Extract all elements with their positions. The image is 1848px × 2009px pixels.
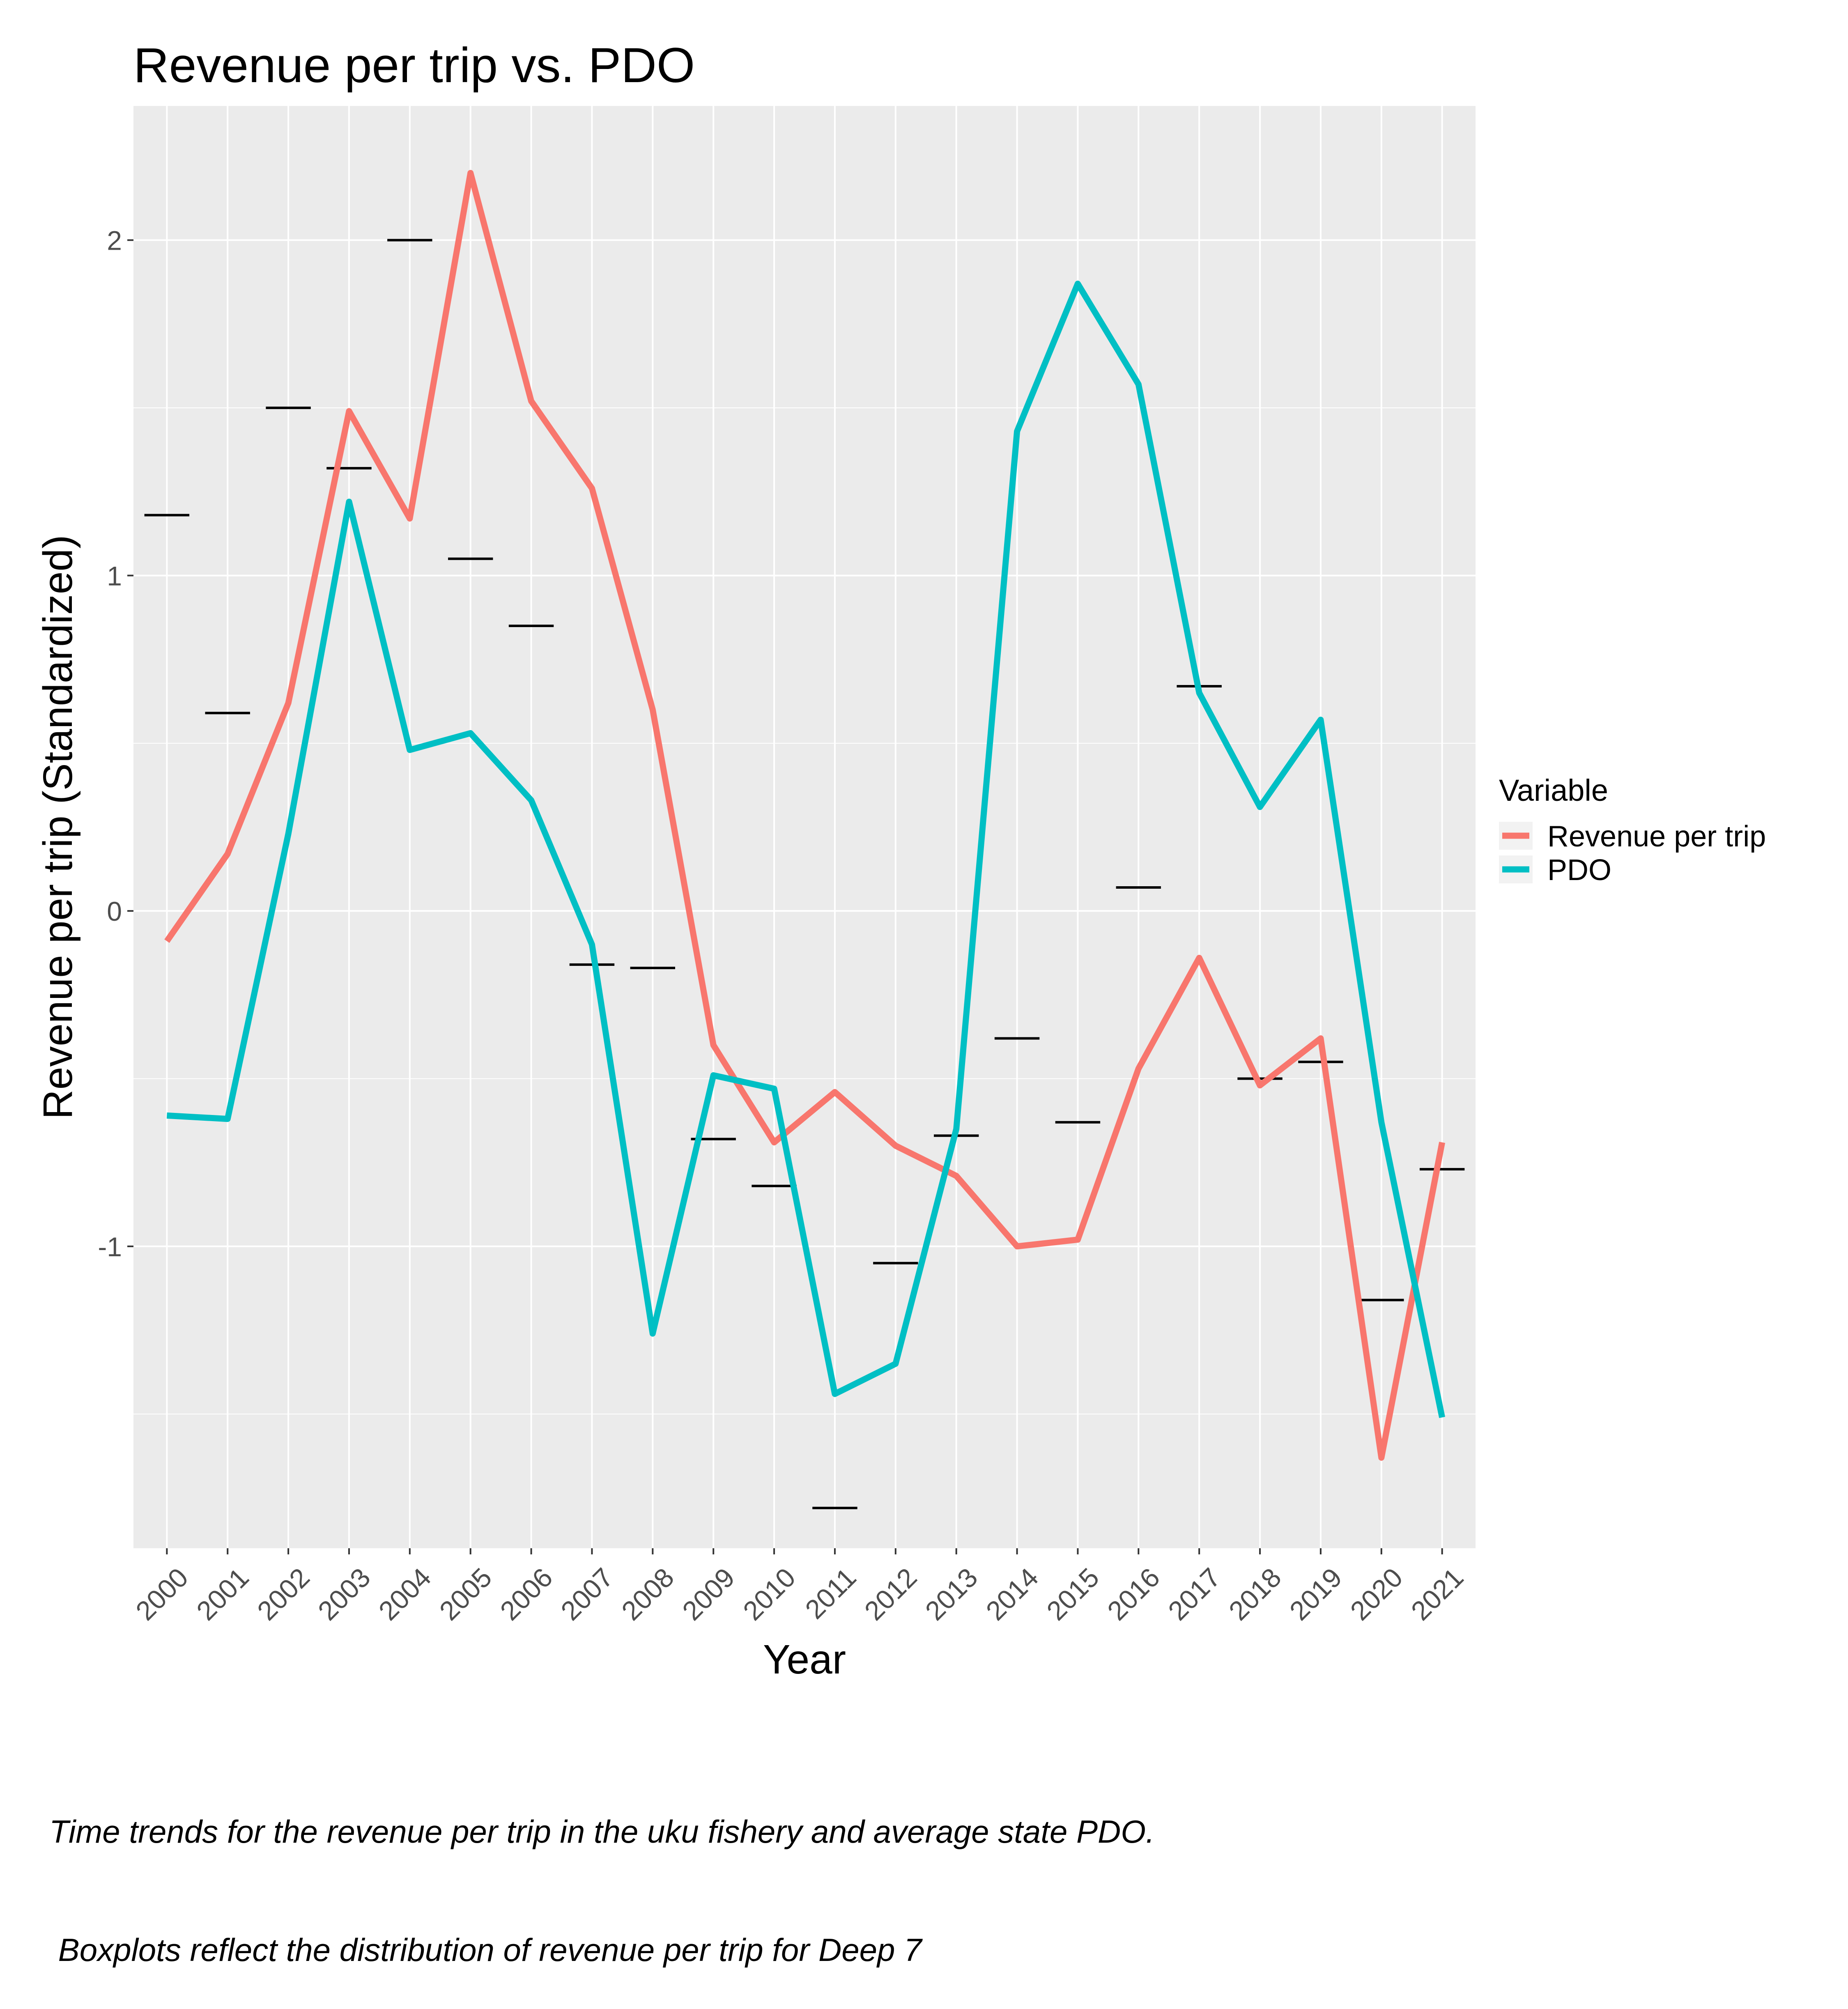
caption-line-2: Boxplots reflect the distribution of rev… xyxy=(49,1932,922,1968)
legend-label: PDO xyxy=(1547,854,1611,887)
chart-title: Revenue per trip vs. PDO xyxy=(133,38,695,93)
x-tick-label: 2012 xyxy=(858,1562,922,1626)
x-axis: 2000200120022003200420052006200720082009… xyxy=(130,1548,1469,1626)
x-tick-label: 2019 xyxy=(1284,1562,1348,1626)
y-tick-label: 2 xyxy=(107,225,122,256)
x-tick-label: 2016 xyxy=(1101,1562,1165,1626)
legend-title: Variable xyxy=(1499,773,1608,807)
x-tick-label: 2003 xyxy=(312,1562,376,1626)
x-tick-label: 2015 xyxy=(1041,1562,1105,1626)
x-tick-label: 2004 xyxy=(372,1562,437,1626)
y-axis-label: Revenue per trip (Standardized) xyxy=(35,535,81,1119)
caption-line-1: Time trends for the revenue per trip in … xyxy=(49,1814,1155,1850)
x-tick-label: 2009 xyxy=(676,1562,740,1626)
x-tick-label: 2011 xyxy=(799,1562,862,1625)
y-axis: -1 0 1 2 xyxy=(98,225,133,1262)
legend-label: Revenue per trip xyxy=(1547,820,1766,853)
x-tick-label: 2000 xyxy=(130,1562,194,1626)
x-tick-label: 2005 xyxy=(433,1562,497,1626)
series-line-revenue-per-trip xyxy=(164,170,1446,1461)
x-tick-label: 2017 xyxy=(1162,1562,1226,1626)
series-lines xyxy=(164,170,1446,1461)
x-axis-label: Year xyxy=(763,1637,846,1683)
x-tick-label: 2008 xyxy=(616,1562,680,1626)
x-tick-label: 2010 xyxy=(737,1562,801,1626)
x-tick-label: 2006 xyxy=(494,1562,558,1626)
x-tick-label: 2020 xyxy=(1344,1562,1408,1626)
x-tick-label: 2007 xyxy=(555,1562,619,1626)
x-tick-label: 2018 xyxy=(1223,1562,1287,1626)
series-line-pdo xyxy=(166,280,1446,1418)
y-tick-label: 0 xyxy=(107,896,122,926)
y-tick-label: 1 xyxy=(107,561,122,591)
x-tick-label: 2021 xyxy=(1405,1562,1469,1626)
boxplot-medians xyxy=(144,239,1465,1509)
x-tick-label: 2001 xyxy=(191,1562,255,1626)
plot-panel xyxy=(133,106,1476,1548)
x-tick-label: 2013 xyxy=(919,1562,983,1626)
figure-caption: Time trends for the revenue per trip in … xyxy=(49,1733,1155,2009)
grid-major xyxy=(133,106,1476,1548)
x-tick-label: 2014 xyxy=(980,1562,1044,1626)
y-tick-label: -1 xyxy=(98,1232,122,1262)
x-tick-label: 2002 xyxy=(251,1562,315,1626)
